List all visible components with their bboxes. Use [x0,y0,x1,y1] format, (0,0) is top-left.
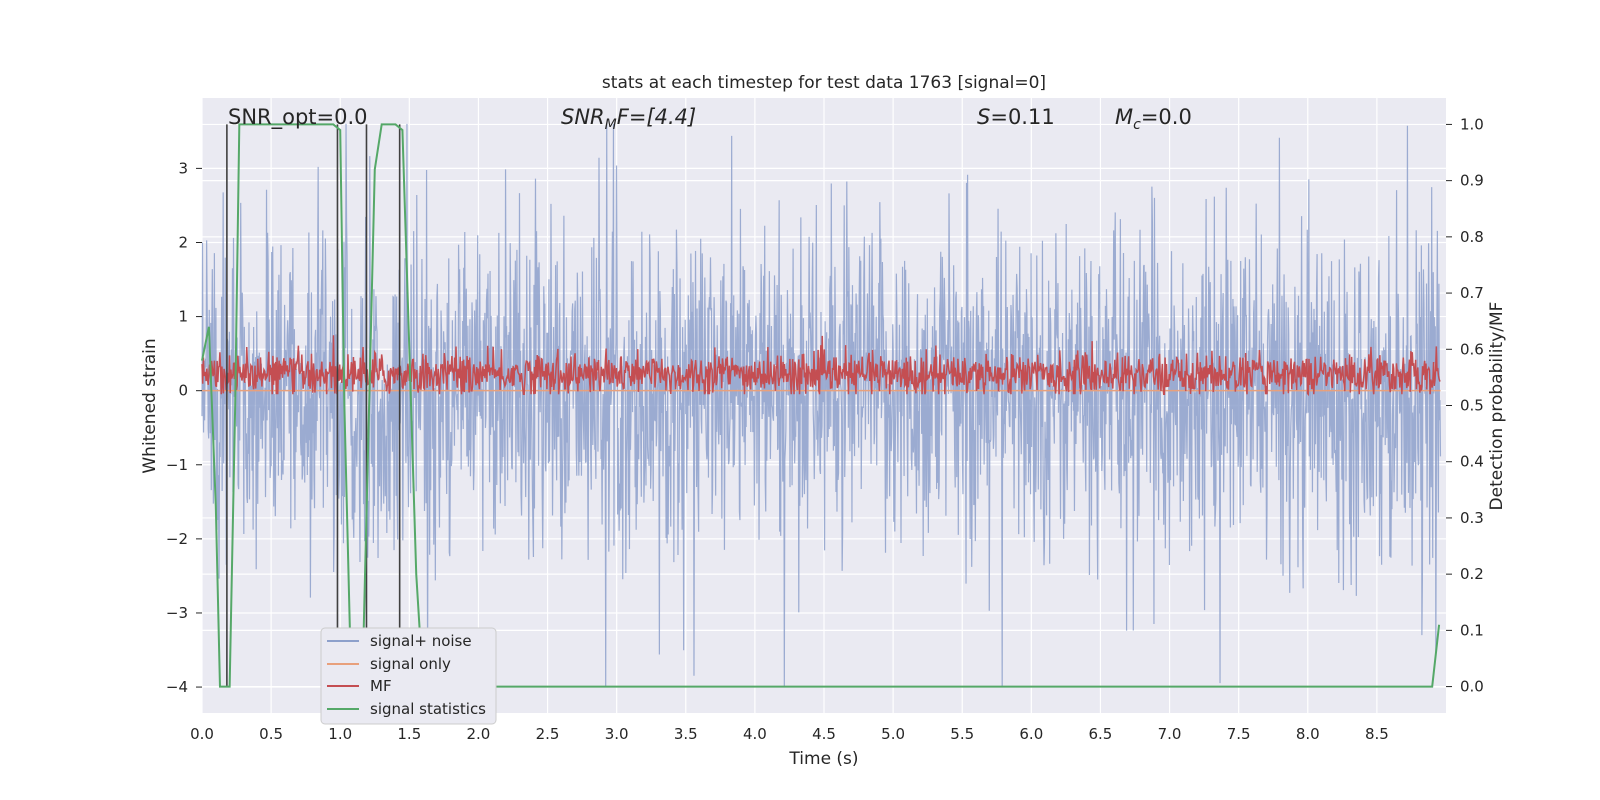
mc-prefix: M [1115,105,1133,129]
snr-opt-annotation: SNR_opt=0.0 [228,105,368,130]
y-tick-label: 1 [178,308,188,326]
snr-mf-suffix: F=[4.4] [617,105,696,129]
x-tick-label: 0.5 [259,725,283,743]
y2-tick-label: 0.5 [1460,397,1484,415]
mf-line [201,335,1441,397]
y-tick-label: −1 [166,456,188,474]
snr-mf-prefix: SNR [561,105,605,129]
legend-label-mf: MF [370,677,392,695]
legend-label-signal-statistics: signal statistics [370,700,486,718]
y-tick-label: 2 [178,233,188,251]
x-tick-label: 8.0 [1296,725,1320,743]
legend: signal+ noise signal only MF signal stat… [320,627,497,725]
y-tick-label: 0 [178,382,188,400]
y2-tick-label: 0.3 [1460,509,1484,527]
s-prefix: S [977,105,990,129]
x-tick-label: 6.0 [1019,725,1043,743]
x-tick-label: 0.0 [190,725,214,743]
vertical-markers [226,124,401,687]
x-tick-labels: 0.0 0.5 1.0 1.5 2.0 2.5 3.0 3.5 4.0 4.5 5.0 5.5 6.0 6… [190,725,1389,743]
y2-axis-label: Detection probability/MF [1487,302,1507,511]
mc-suffix: =0.0 [1141,105,1192,129]
x-tick-label: 4.0 [743,725,767,743]
x-tick-label: 6.5 [1089,725,1113,743]
x-tick-label: 7.0 [1158,725,1182,743]
legend-label-signal-only: signal only [370,655,451,673]
y2-tick-label: 1.0 [1460,115,1484,133]
x-tick-label: 7.5 [1227,725,1251,743]
y2-tick-label: 0.4 [1460,453,1484,471]
legend-box [320,627,497,725]
y-tick-labels: −4 −3 −2 −1 0 1 2 3 [166,159,202,696]
y2-tick-label: 0.1 [1460,621,1484,639]
x-tick-label: 1.5 [397,725,421,743]
y2-tick-label: 0.7 [1460,284,1484,302]
chart-title: stats at each timestep for test data 176… [602,73,1046,93]
s-suffix: =0.11 [990,105,1054,129]
y2-tick-label: 0.2 [1460,565,1484,583]
y2-tick-label: 0.6 [1460,340,1484,358]
snr-mf-annotation: SNRMF=[4.4] [561,105,696,133]
mc-sub: c [1133,117,1141,133]
y-axis-label: Whitened strain [140,338,160,473]
y-tick-label: −4 [166,678,188,696]
y-tick-label: 3 [178,159,188,177]
y2-tick-labels: 0.0 0.1 0.2 0.3 0.4 0.5 0.6 0.7 0.8 0.9 1.0 [1446,115,1484,696]
y-tick-label: −3 [166,604,188,622]
mc-annotation: Mc=0.0 [1115,105,1192,133]
legend-label-signal-noise: signal+ noise [370,632,472,650]
x-tick-label: 3.0 [605,725,629,743]
x-tick-label: 2.0 [467,725,491,743]
x-tick-label: 4.5 [812,725,836,743]
x-tick-label: 2.5 [536,725,560,743]
y2-tick-label: 0.8 [1460,228,1484,246]
x-tick-label: 5.0 [881,725,905,743]
y-tick-label: −2 [166,530,188,548]
x-tick-label: 8.5 [1365,725,1389,743]
s-annotation: S=0.11 [977,105,1055,129]
x-tick-label: 1.0 [328,725,352,743]
x-axis-label: Time (s) [788,749,858,769]
snr-mf-sub: M [605,117,617,133]
x-tick-label: 3.5 [674,725,698,743]
y2-tick-label: 0.9 [1460,172,1484,190]
x-tick-label: 5.5 [950,725,974,743]
y2-tick-label: 0.0 [1460,678,1484,696]
mf-series [201,335,1441,397]
